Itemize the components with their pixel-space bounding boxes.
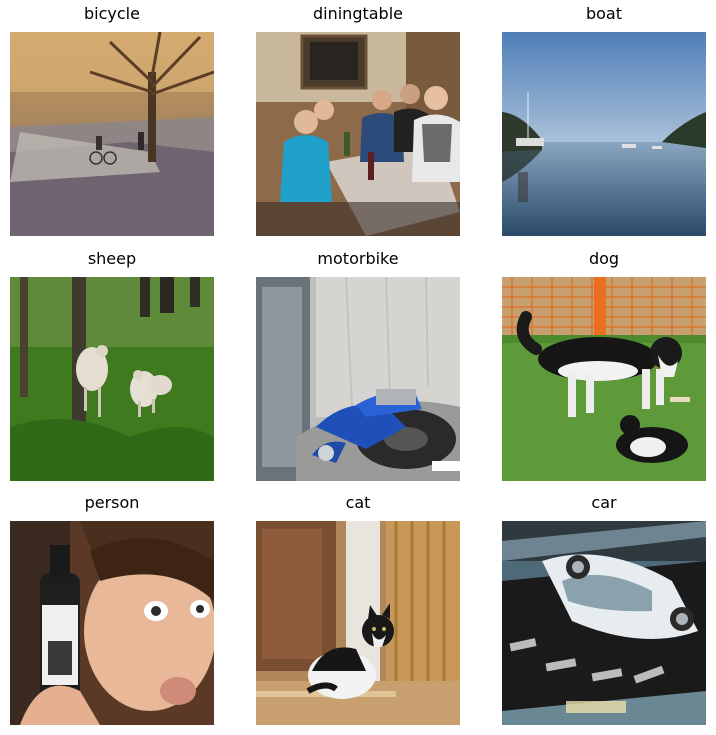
image-caption: sheep <box>87 249 137 268</box>
photo-sheep <box>10 277 214 481</box>
image-caption: car <box>591 493 617 512</box>
photo-bicycle <box>10 32 214 236</box>
image-caption: cat <box>345 493 371 512</box>
image-caption: bicycle <box>84 4 140 23</box>
image-caption: dog <box>588 249 620 268</box>
image-caption: boat <box>585 4 623 23</box>
photo-diningtable <box>256 32 460 236</box>
photo-person <box>10 521 214 725</box>
photo-dog <box>502 277 706 481</box>
photo-cat <box>256 521 460 725</box>
image-caption: diningtable <box>312 4 403 23</box>
photo-motorbike <box>256 277 460 481</box>
image-caption: person <box>84 493 140 512</box>
image-caption: motorbike <box>317 249 399 268</box>
photo-car <box>502 521 706 725</box>
photo-boat <box>502 32 706 236</box>
